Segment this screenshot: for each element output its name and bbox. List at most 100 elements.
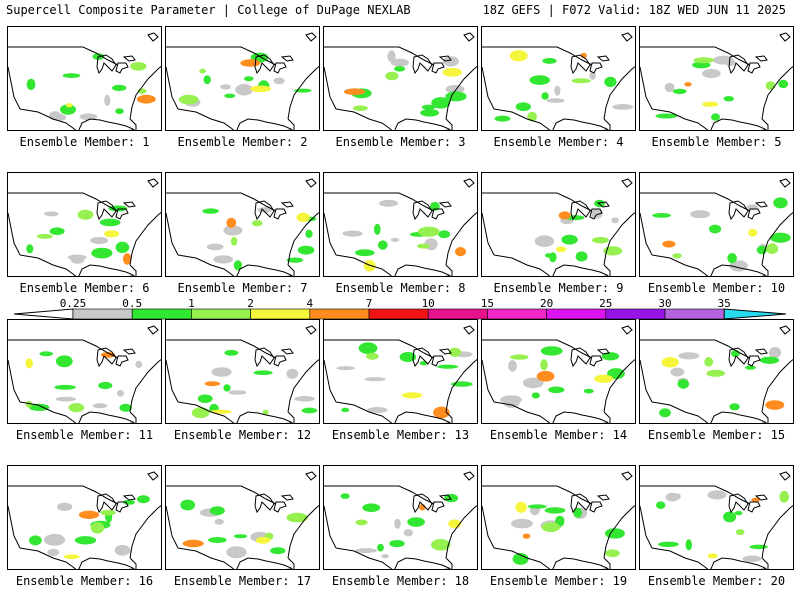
scp-contour-area (437, 364, 459, 369)
ensemble-member-map[interactable] (7, 172, 162, 277)
scp-contour-area (702, 68, 721, 79)
legend-color-bin (250, 308, 311, 320)
scp-contour-area (661, 357, 679, 368)
coastline-border-path (19, 547, 77, 569)
scp-contour-area (251, 220, 263, 227)
ensemble-member-map[interactable] (323, 172, 478, 277)
scp-contour-area (611, 217, 619, 224)
ensemble-member-map[interactable] (481, 26, 636, 131)
member-map-canvas (8, 32, 161, 130)
scp-contour-area (399, 352, 417, 362)
coastline-border-path (335, 547, 393, 569)
coastline-border-path (463, 32, 475, 42)
ensemble-member-map[interactable] (7, 26, 162, 131)
coastline-border-path (305, 32, 317, 42)
scp-shading (191, 349, 318, 419)
scp-contour-area (224, 349, 239, 356)
ensemble-member-map[interactable] (481, 465, 636, 570)
ensemble-member-label: Ensemble Member: 4 (493, 135, 624, 149)
scp-contour-area (431, 539, 451, 551)
ensemble-member-label: Ensemble Member: 8 (335, 281, 466, 295)
coastline-border-path (728, 54, 749, 75)
coastline-border-path (710, 411, 767, 423)
ensemble-member-map[interactable] (165, 319, 320, 424)
coastline-border-path (640, 359, 653, 403)
legend-over-arrow (723, 308, 787, 320)
ensemble-member-label: Ensemble Member: 17 (173, 574, 312, 588)
ensemble-member-map[interactable] (165, 465, 320, 570)
ensemble-member-map[interactable] (323, 26, 478, 131)
coastline-border-path (779, 471, 791, 481)
ensemble-member-map[interactable] (639, 26, 794, 131)
member-map-canvas (482, 471, 635, 569)
ensemble-member-map[interactable] (7, 319, 162, 424)
coastline-border-path (603, 65, 635, 120)
country-outline (640, 32, 793, 130)
legend-threshold-label: 20 (540, 297, 553, 310)
coastline-border-path (445, 504, 477, 559)
coastline-border-path (166, 485, 277, 505)
scp-contour-area (438, 230, 451, 239)
scp-contour-area (90, 522, 105, 534)
ensemble-member-label: Ensemble Member: 16 (15, 574, 154, 588)
legend-threshold-label: 0.5 (122, 297, 142, 310)
scp-contour-area (656, 501, 666, 509)
scp-contour-area (549, 252, 557, 263)
scp-contour-area (677, 379, 690, 389)
coastline-border-path (129, 411, 137, 423)
scp-contour-area (137, 495, 150, 504)
coastline-border-path (305, 178, 317, 188)
ensemble-member-map[interactable] (165, 26, 320, 131)
scp-contour-area (223, 225, 243, 236)
coastline-border-path (640, 339, 751, 359)
scp-contour-area (226, 217, 237, 228)
coastline-border-path (779, 32, 791, 42)
scp-contour-area (336, 366, 355, 371)
scp-contour-area (29, 403, 50, 411)
legend-threshold-label: 35 (718, 297, 731, 310)
coastline-border-path (570, 347, 591, 368)
scp-contour-area (364, 377, 386, 382)
coastline-border-path (129, 358, 161, 413)
coastline-border-path (324, 46, 435, 66)
ensemble-member-map[interactable] (639, 465, 794, 570)
ensemble-member-map[interactable] (323, 465, 478, 570)
coastline-border-path (651, 401, 709, 423)
member-map-canvas (324, 32, 477, 130)
scp-contour-area (305, 229, 313, 238)
coastline-border-path (177, 108, 235, 130)
coastline-border-path (305, 325, 317, 335)
coastline-border-path (129, 557, 137, 569)
scp-contour-area (723, 96, 734, 102)
scp-contour-area (748, 228, 758, 237)
scp-contour-area (60, 104, 76, 115)
ensemble-member-map[interactable] (481, 172, 636, 277)
ensemble-member-map[interactable] (165, 172, 320, 277)
scp-contour-area (92, 403, 108, 409)
scp-contour-area (211, 367, 232, 377)
coastline-border-path (166, 192, 277, 212)
coastline-border-path (324, 359, 337, 403)
coastline-border-path (589, 208, 603, 220)
scp-contour-area (104, 230, 120, 238)
ensemble-member-map[interactable] (639, 172, 794, 277)
coastline-border-path (747, 355, 761, 367)
coastline-border-path (129, 264, 137, 276)
coastline-border-path (324, 212, 337, 256)
ensemble-member-map[interactable] (323, 319, 478, 424)
ensemble-member-map[interactable] (7, 465, 162, 570)
coastline-border-path (412, 493, 433, 514)
coastline-border-path (394, 264, 451, 276)
legend-color-bin (131, 308, 192, 320)
member-map-canvas (166, 325, 319, 423)
coastline-border-path (640, 46, 751, 66)
scp-contour-area (531, 392, 540, 399)
ensemble-member-label: Ensemble Member: 3 (335, 135, 466, 149)
coastline-border-path (710, 557, 767, 569)
scp-contour-area (26, 78, 36, 91)
ensemble-member-map[interactable] (481, 319, 636, 424)
coastline-border-path (8, 359, 21, 403)
ensemble-member-map[interactable] (639, 319, 794, 424)
legend-color-bin (427, 308, 488, 320)
scp-contour-area (431, 97, 451, 109)
